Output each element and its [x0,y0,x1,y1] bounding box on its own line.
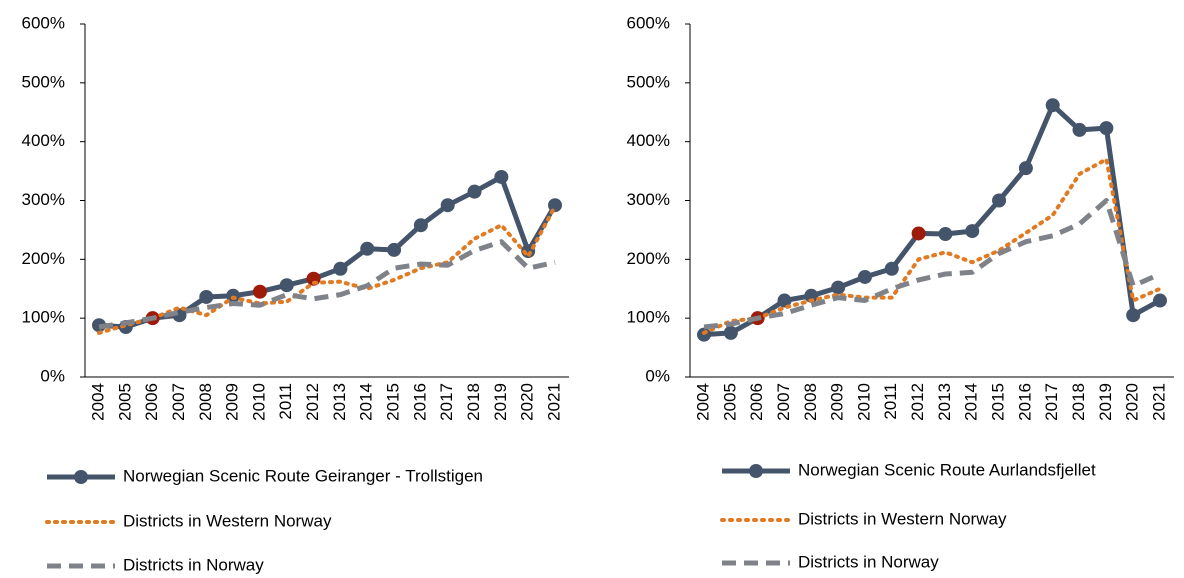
y-tick-label: 100% [22,308,65,327]
data-point [494,169,509,184]
y-tick-label: 200% [22,249,65,268]
x-tick-label: 2004 [693,383,712,421]
data-point [360,241,375,256]
series-line [703,198,1162,330]
data-point [831,280,846,295]
data-point [777,293,792,308]
y-tick-label: 300% [22,190,65,209]
y-tick-label: 0% [40,366,65,385]
data-point [1072,122,1087,137]
data-point [548,198,562,213]
data-point [252,284,267,299]
data-point [938,227,953,242]
x-tick-label: 2011 [881,383,900,420]
x-tick-label: 2020 [1123,383,1142,421]
data-point [911,226,926,241]
x-tick-label: 2014 [962,383,981,421]
y-tick-label: 400% [627,131,670,150]
x-tick-label: 2004 [88,383,107,421]
x-tick-label: 2017 [1042,383,1061,421]
y-tick-label: 100% [627,308,670,327]
x-tick-label: 2010 [249,383,268,421]
x-tick-label: 2021 [544,383,563,421]
x-tick-label: 2017 [437,383,456,421]
data-point [1018,161,1033,176]
data-point [1126,308,1141,323]
legend-label: Districts in Western Norway [798,509,1007,528]
data-point [1045,98,1060,113]
x-tick-label: 2006 [142,383,161,421]
legend-label: Norwegian Scenic Route Aurlandsfjellet [798,460,1096,479]
x-tick-label: 2020 [518,383,537,421]
legend-marker [74,470,88,484]
x-tick-label: 2010 [854,383,873,421]
series-line [97,204,557,335]
x-tick-label: 2005 [115,383,134,421]
series-line [98,239,556,330]
x-tick-label: 2018 [464,383,483,421]
legend-label: Norwegian Scenic Route Geiranger - Troll… [123,466,483,485]
data-point [333,261,348,276]
x-tick-label: 2013 [935,383,954,421]
x-tick-label: 2016 [410,383,429,421]
x-tick-label: 2008 [801,383,820,421]
data-point [279,278,294,293]
y-tick-label: 500% [22,72,65,91]
data-point [440,198,455,213]
data-point [723,325,738,340]
legend-label: Districts in Norway [123,555,264,574]
x-tick-label: 2009 [828,383,847,421]
legend-marker [749,464,763,478]
x-tick-label: 2015 [989,383,1008,421]
x-tick-label: 2019 [1096,383,1115,421]
x-tick-label: 2016 [1015,383,1034,421]
x-tick-label: 2011 [276,383,295,420]
data-point [1099,121,1114,136]
series-line [703,102,1162,338]
data-point [413,218,428,233]
x-tick-label: 2021 [1149,383,1168,421]
y-tick-label: 500% [627,72,670,91]
x-tick-label: 2007 [774,383,793,421]
y-tick-label: 300% [627,190,670,209]
x-tick-label: 2012 [303,383,322,421]
legend-label: Districts in Western Norway [123,511,332,530]
series-line [98,174,558,330]
data-point [965,224,980,239]
legend-label: Districts in Norway [798,552,939,571]
x-tick-label: 2006 [747,383,766,421]
data-point [1153,293,1167,308]
data-point [884,261,899,276]
line-chart: 0% 100% 200% 300% 400% 500% 600% 2004 2005 2006 20… [22,13,569,574]
x-tick-label: 2013 [330,383,349,421]
y-tick-label: 400% [22,131,65,150]
y-tick-label: 200% [627,249,670,268]
series-line [702,157,1162,335]
data-point [387,242,402,257]
x-tick-label: 2007 [169,383,188,421]
y-tick-label: 0% [645,366,670,385]
data-point [804,288,819,303]
data-point [199,289,214,304]
x-tick-label: 2015 [384,383,403,421]
y-tick-label: 600% [627,13,670,32]
x-tick-label: 2005 [720,383,739,421]
x-tick-label: 2012 [908,383,927,421]
data-point [857,269,872,284]
data-point [467,184,482,199]
x-tick-label: 2014 [357,383,376,421]
x-tick-label: 2018 [1069,383,1088,421]
data-point [992,193,1007,208]
x-tick-label: 2008 [196,383,215,421]
line-chart: 0% 100% 200% 300% 400% 500% 600% 2004 2005 2006 20… [627,13,1174,571]
x-tick-label: 2019 [491,383,510,421]
y-tick-label: 600% [22,13,65,32]
x-tick-label: 2009 [223,383,242,421]
